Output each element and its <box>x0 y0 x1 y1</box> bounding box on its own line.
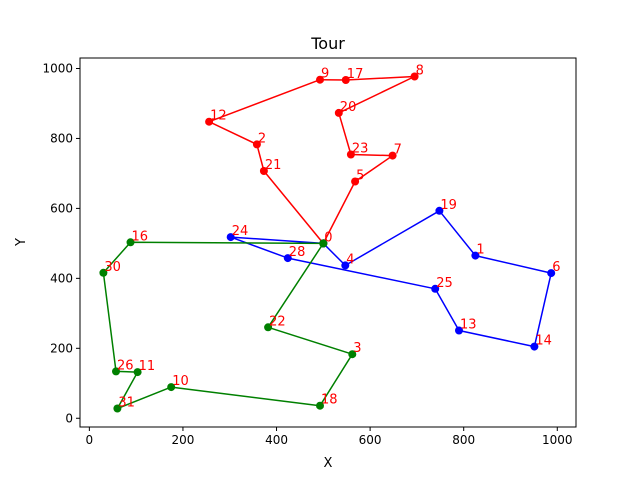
chart-title: Tour <box>310 34 345 53</box>
point-label-26: 26 <box>117 358 134 373</box>
y-tick-label-2: 400 <box>50 271 73 285</box>
point-label-28: 28 <box>289 245 306 260</box>
tour-point-1-1 <box>341 261 350 270</box>
point-label-24: 24 <box>232 224 249 239</box>
point-label-22: 22 <box>269 314 286 329</box>
point-label-18: 18 <box>321 393 338 408</box>
tour-point-1-2 <box>435 206 444 215</box>
point-label-17: 17 <box>347 67 364 82</box>
point-label-10: 10 <box>172 374 189 389</box>
point-label-14: 14 <box>535 334 552 349</box>
point-label-20: 20 <box>340 100 357 115</box>
point-label-3: 3 <box>353 341 361 356</box>
point-label-21: 21 <box>265 158 282 173</box>
tour-point-0-10 <box>259 167 268 175</box>
series-layer <box>99 72 556 413</box>
x-tick-label-1: 200 <box>171 433 194 447</box>
y-tick-label-4: 800 <box>50 131 73 145</box>
point-label-0: 0 <box>324 230 332 245</box>
point-label-13: 13 <box>460 318 477 333</box>
tour-point-2-2 <box>348 350 357 359</box>
tour-point-1-5 <box>530 342 539 351</box>
point-label-12: 12 <box>210 109 227 124</box>
point-label-31: 31 <box>118 396 135 411</box>
tour-point-0-2 <box>388 151 397 160</box>
point-label-8: 8 <box>416 64 424 79</box>
point-label-6: 6 <box>552 260 560 275</box>
point-label-19: 19 <box>440 198 457 213</box>
tour-point-0-7 <box>316 75 324 84</box>
x-tick-label-4: 800 <box>452 433 475 447</box>
tour-point-0-6 <box>341 76 350 84</box>
tour-point-2-8 <box>99 268 108 277</box>
tour-point-1-8 <box>283 254 292 263</box>
x-axis-label: X <box>324 456 333 471</box>
y-axis-label: Y <box>14 238 29 247</box>
point-label-7: 7 <box>394 143 402 158</box>
point-label-5: 5 <box>356 169 364 184</box>
tour-point-1-4 <box>547 269 556 278</box>
y-tick-label-3: 600 <box>50 201 73 215</box>
tour-point-0-8 <box>205 117 214 126</box>
point-label-2: 2 <box>258 131 266 146</box>
y-tick-label-0: 0 <box>65 411 73 425</box>
tour-point-2-10 <box>319 239 328 248</box>
plot-frame <box>79 57 577 428</box>
point-label-25: 25 <box>436 276 453 291</box>
point-label-1: 1 <box>476 243 484 258</box>
tour-point-0-5 <box>410 72 419 81</box>
point-label-4: 4 <box>346 252 354 267</box>
tour-point-2-3 <box>316 401 324 410</box>
point-label-23: 23 <box>352 142 369 157</box>
x-tick-label-2: 400 <box>265 433 288 447</box>
tour-point-2-9 <box>126 238 135 247</box>
x-tick-label-5: 1000 <box>542 433 573 447</box>
tour-point-2-7 <box>112 367 120 376</box>
y-tick-label-1: 200 <box>50 341 73 355</box>
tour-point-2-4 <box>167 383 176 392</box>
tour-point-2-1 <box>264 323 273 332</box>
tour-line-0 <box>208 75 416 244</box>
point-label-11: 11 <box>139 359 156 374</box>
tour-point-0-1 <box>351 177 360 186</box>
point-labels-layer: 0134567891011121314161718192202122232425… <box>104 64 560 411</box>
tour-point-1-6 <box>455 326 463 335</box>
x-tick-label-0: 0 <box>86 433 94 447</box>
tour-point-2-6 <box>133 368 142 377</box>
point-label-30: 30 <box>104 260 121 275</box>
point-label-16: 16 <box>132 229 149 244</box>
tour-point-0-9 <box>252 140 261 149</box>
y-tick-label-5: 1000 <box>42 61 73 75</box>
tour-point-1-9 <box>226 233 235 242</box>
tour-point-1-7 <box>431 284 440 293</box>
tour-point-0-3 <box>346 150 355 159</box>
tour-point-2-5 <box>113 404 122 413</box>
x-tick-label-3: 600 <box>359 433 382 447</box>
point-label-9: 9 <box>321 67 329 82</box>
tour-point-0-4 <box>334 108 343 117</box>
tour-point-1-3 <box>471 251 480 260</box>
